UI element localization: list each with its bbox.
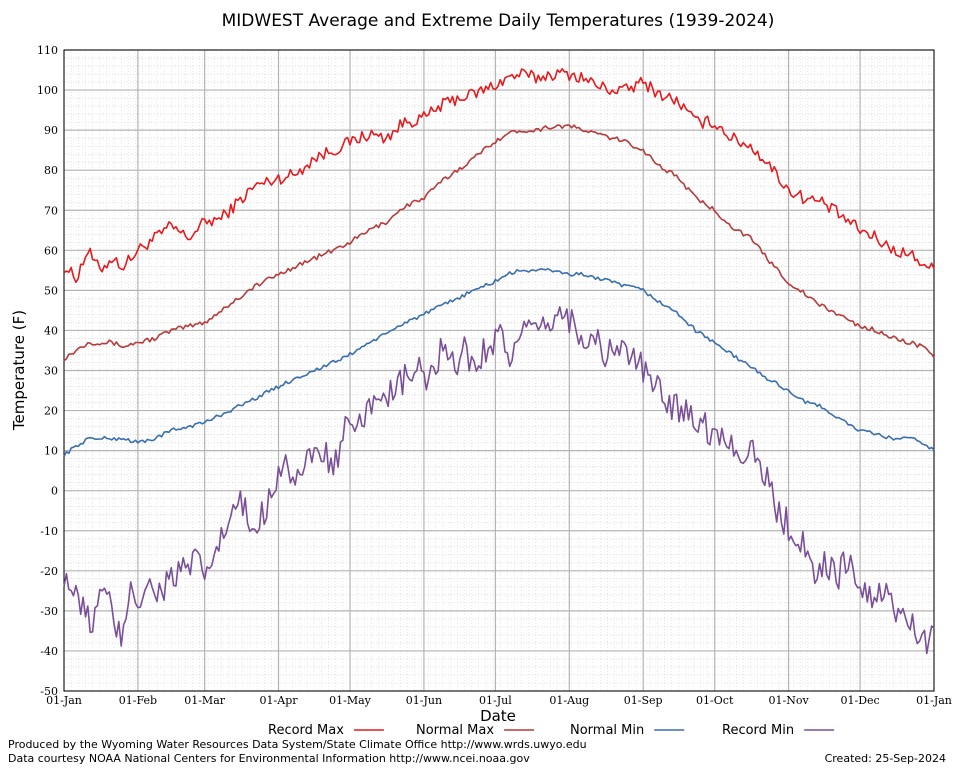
y-axis-ticks: -50 -40 -30 -20 -10 0 10 20 30 40 50 60 70 80 90 100 110 bbox=[37, 44, 58, 698]
x-axis-ticks: 01-Jan 01-Feb 01-Mar 01-Apr 01-May 01-Jun 01-J… bbox=[46, 694, 952, 707]
series-line-record-max bbox=[63, 68, 935, 284]
credit-data-courtesy: Data courtesy NOAA National Centers for … bbox=[8, 752, 530, 765]
x-tick-label: 01-Jan bbox=[916, 694, 952, 707]
chart-title: MIDWEST Average and Extreme Daily Temper… bbox=[222, 11, 775, 31]
y-tick-label: -20 bbox=[40, 565, 58, 578]
y-tick-label: -50 bbox=[40, 685, 58, 698]
y-tick-label: 100 bbox=[37, 84, 58, 97]
legend-label: Normal Min bbox=[570, 723, 644, 738]
y-tick-label: -10 bbox=[40, 525, 58, 538]
x-tick-label: 01-Sep bbox=[624, 694, 663, 707]
legend-label: Record Max bbox=[268, 723, 344, 738]
y-tick-label: 40 bbox=[44, 324, 58, 337]
y-tick-label: 70 bbox=[44, 204, 58, 217]
y-tick-label: 10 bbox=[44, 445, 58, 458]
y-tick-label: 30 bbox=[44, 365, 58, 378]
x-tick-label: 01-Dec bbox=[841, 694, 880, 707]
y-tick-label: -30 bbox=[40, 605, 58, 618]
x-tick-label: 01-May bbox=[329, 694, 372, 707]
y-tick-label: -40 bbox=[40, 645, 58, 658]
x-tick-label: 01-Aug bbox=[549, 694, 589, 707]
x-tick-label: 01-Mar bbox=[184, 694, 226, 707]
y-tick-label: 60 bbox=[44, 244, 58, 257]
x-tick-label: 01-Nov bbox=[769, 694, 810, 707]
legend: Record Max Normal Max Normal Min Record Min bbox=[268, 723, 835, 738]
series-line-normal-min bbox=[63, 267, 935, 457]
credit-created: Created: 25-Sep-2024 bbox=[825, 752, 946, 765]
x-tick-label: 01-Feb bbox=[119, 694, 157, 707]
x-tick-label: 01-Jul bbox=[479, 694, 512, 707]
credit-produced-by: Produced by the Wyoming Water Resources … bbox=[8, 738, 587, 751]
plot-grid bbox=[63, 49, 935, 692]
x-tick-label: 01-Oct bbox=[696, 694, 734, 707]
y-tick-label: 90 bbox=[44, 124, 58, 137]
y-axis-label: Temperature (F) bbox=[10, 310, 28, 431]
x-tick-label: 01-Jun bbox=[406, 694, 442, 707]
series-line-normal-max bbox=[63, 124, 935, 362]
series-line-record-min bbox=[63, 305, 935, 655]
y-tick-label: 0 bbox=[51, 485, 58, 498]
x-tick-label: 01-Jan bbox=[46, 694, 82, 707]
x-tick-label: 01-Apr bbox=[260, 694, 299, 707]
y-tick-label: 110 bbox=[37, 44, 58, 57]
y-tick-label: 20 bbox=[44, 405, 58, 418]
y-tick-label: 80 bbox=[44, 164, 58, 177]
legend-label: Record Min bbox=[722, 723, 794, 738]
y-tick-label: 50 bbox=[44, 284, 58, 297]
plot-frame bbox=[63, 49, 935, 692]
x-axis-label: Date bbox=[480, 707, 516, 725]
series-lines bbox=[63, 68, 935, 655]
legend-label: Normal Max bbox=[416, 723, 494, 738]
